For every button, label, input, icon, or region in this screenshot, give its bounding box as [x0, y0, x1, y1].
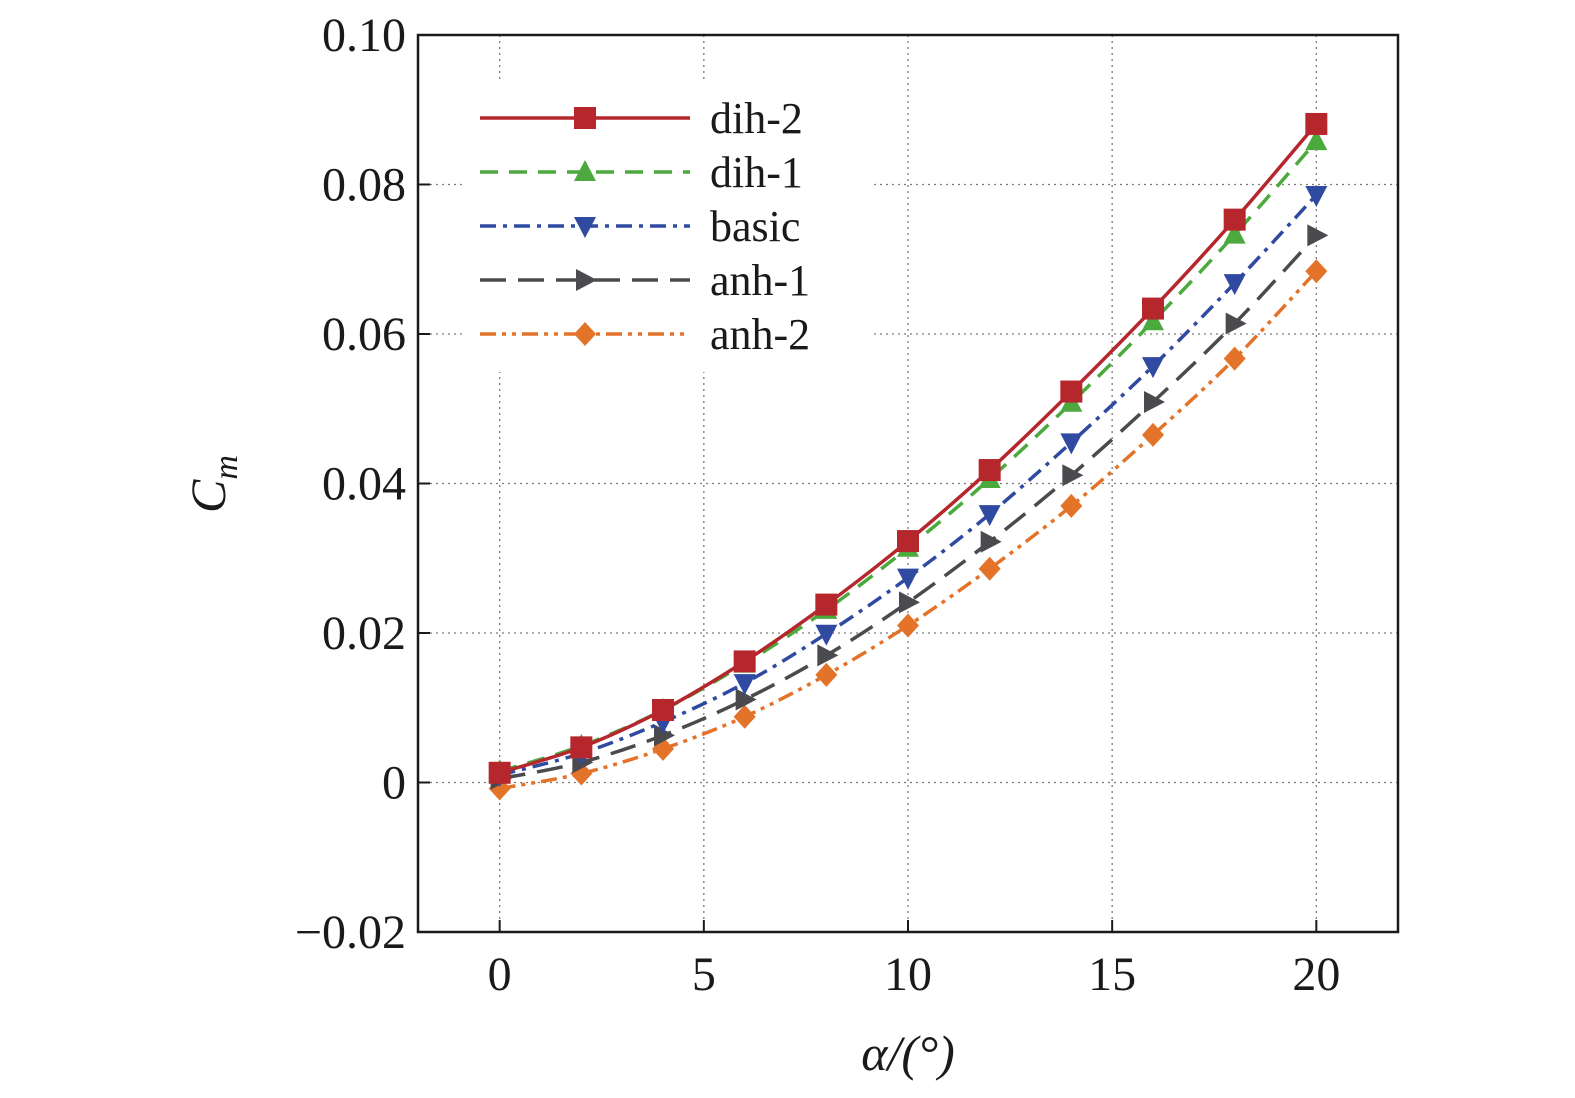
- series-basic: [488, 185, 1328, 788]
- data-point-basic: [815, 624, 838, 646]
- legend-item-dih-2: dih-2: [480, 94, 803, 143]
- y-axis-tick-labels: −0.02 0 0.02 0.04 0.06 0.08 0.10: [295, 9, 406, 959]
- y-tick-label: 0: [382, 757, 406, 810]
- legend-marker: [574, 107, 596, 129]
- data-point-dih-1: [1142, 309, 1164, 331]
- legend: dih-2 dih-1 basic anh-1 anh-2: [462, 82, 872, 372]
- data-point-dih-2: [1060, 380, 1083, 403]
- data-point-anh-1: [654, 724, 675, 747]
- data-point-anh-1: [980, 530, 1002, 553]
- data-point-basic: [733, 674, 756, 696]
- data-point-anh-2: [733, 704, 756, 729]
- x-axis-label: α/(°): [861, 1025, 954, 1081]
- x-axis-tick-labels: 0 5 10 15 20: [488, 948, 1341, 1001]
- data-point-anh-1: [735, 688, 757, 711]
- data-point-dih-2: [488, 761, 511, 784]
- data-point-dih-2: [978, 459, 1001, 482]
- series-line-basic: [499, 193, 1318, 777]
- data-point-basic: [1142, 357, 1164, 379]
- series-line-anh-1: [499, 234, 1318, 781]
- data-point-dih-2: [1223, 208, 1246, 231]
- y-tick-label: 0.08: [322, 159, 406, 212]
- data-point-dih-1: [1223, 222, 1246, 244]
- data-point-dih-2: [570, 736, 593, 759]
- y-tick-label: 0.06: [322, 308, 406, 361]
- data-point-anh-2: [1223, 346, 1246, 371]
- data-point-anh-1: [1062, 464, 1084, 487]
- data-point-anh-1: [1225, 312, 1247, 335]
- data-point-basic: [1223, 274, 1246, 296]
- data-point-dih-2: [815, 593, 838, 616]
- data-point-basic: [897, 568, 919, 590]
- data-point-anh-2: [1142, 422, 1164, 447]
- data-point-anh-2: [1060, 493, 1083, 518]
- x-tick-label: 0: [488, 948, 512, 1001]
- data-point-anh-1: [817, 644, 839, 667]
- data-point-anh-2: [1305, 259, 1328, 284]
- legend-marker: [574, 217, 596, 238]
- data-point-anh-2: [897, 613, 919, 638]
- series-dih-2: [488, 112, 1328, 784]
- axis-ticks: [418, 34, 1318, 933]
- y-tick-label: 0.02: [322, 607, 406, 660]
- data-point-anh-1: [1307, 224, 1329, 247]
- data-point-dih-1: [1305, 129, 1328, 151]
- data-point-anh-2: [815, 662, 838, 687]
- x-tick-label: 10: [884, 948, 932, 1001]
- series-anh-2: [488, 259, 1328, 801]
- x-tick-label: 5: [692, 948, 716, 1001]
- legend-label: dih-1: [710, 148, 803, 197]
- data-point-dih-2: [897, 530, 919, 553]
- legend-label: basic: [710, 202, 800, 251]
- legend-item-anh-2: anh-2: [480, 310, 810, 359]
- data-point-dih-2: [733, 650, 756, 673]
- data-point-dih-2: [1305, 112, 1328, 135]
- legend-background: [462, 82, 872, 372]
- legend-marker: [576, 269, 597, 291]
- data-point-basic: [1305, 185, 1328, 207]
- data-point-basic: [978, 505, 1001, 527]
- series-group: [488, 112, 1329, 801]
- legend-marker: [574, 322, 596, 346]
- legend-item-dih-1: dih-1: [480, 148, 803, 197]
- data-point-basic: [1060, 433, 1083, 455]
- y-axis-label: Cm: [180, 455, 245, 513]
- x-tick-label: 15: [1088, 948, 1136, 1001]
- data-point-anh-1: [899, 591, 920, 614]
- data-point-dih-2: [652, 698, 674, 721]
- data-point-anh-2: [978, 556, 1001, 581]
- data-point-anh-1: [1144, 391, 1165, 414]
- y-tick-label: 0.10: [322, 9, 406, 62]
- y-tick-label: −0.02: [295, 906, 406, 959]
- series-line-anh-2: [499, 270, 1318, 791]
- legend-label: dih-2: [710, 94, 803, 143]
- y-tick-label: 0.04: [322, 458, 406, 511]
- legend-marker: [574, 160, 596, 181]
- legend-label: anh-2: [710, 310, 810, 359]
- legend-item-basic: basic: [480, 202, 800, 251]
- legend-item-anh-1: anh-1: [480, 256, 810, 305]
- series-line-dih-2: [499, 122, 1318, 775]
- legend-label: anh-1: [710, 256, 810, 305]
- x-tick-label: 20: [1292, 948, 1340, 1001]
- data-point-dih-2: [1142, 297, 1164, 320]
